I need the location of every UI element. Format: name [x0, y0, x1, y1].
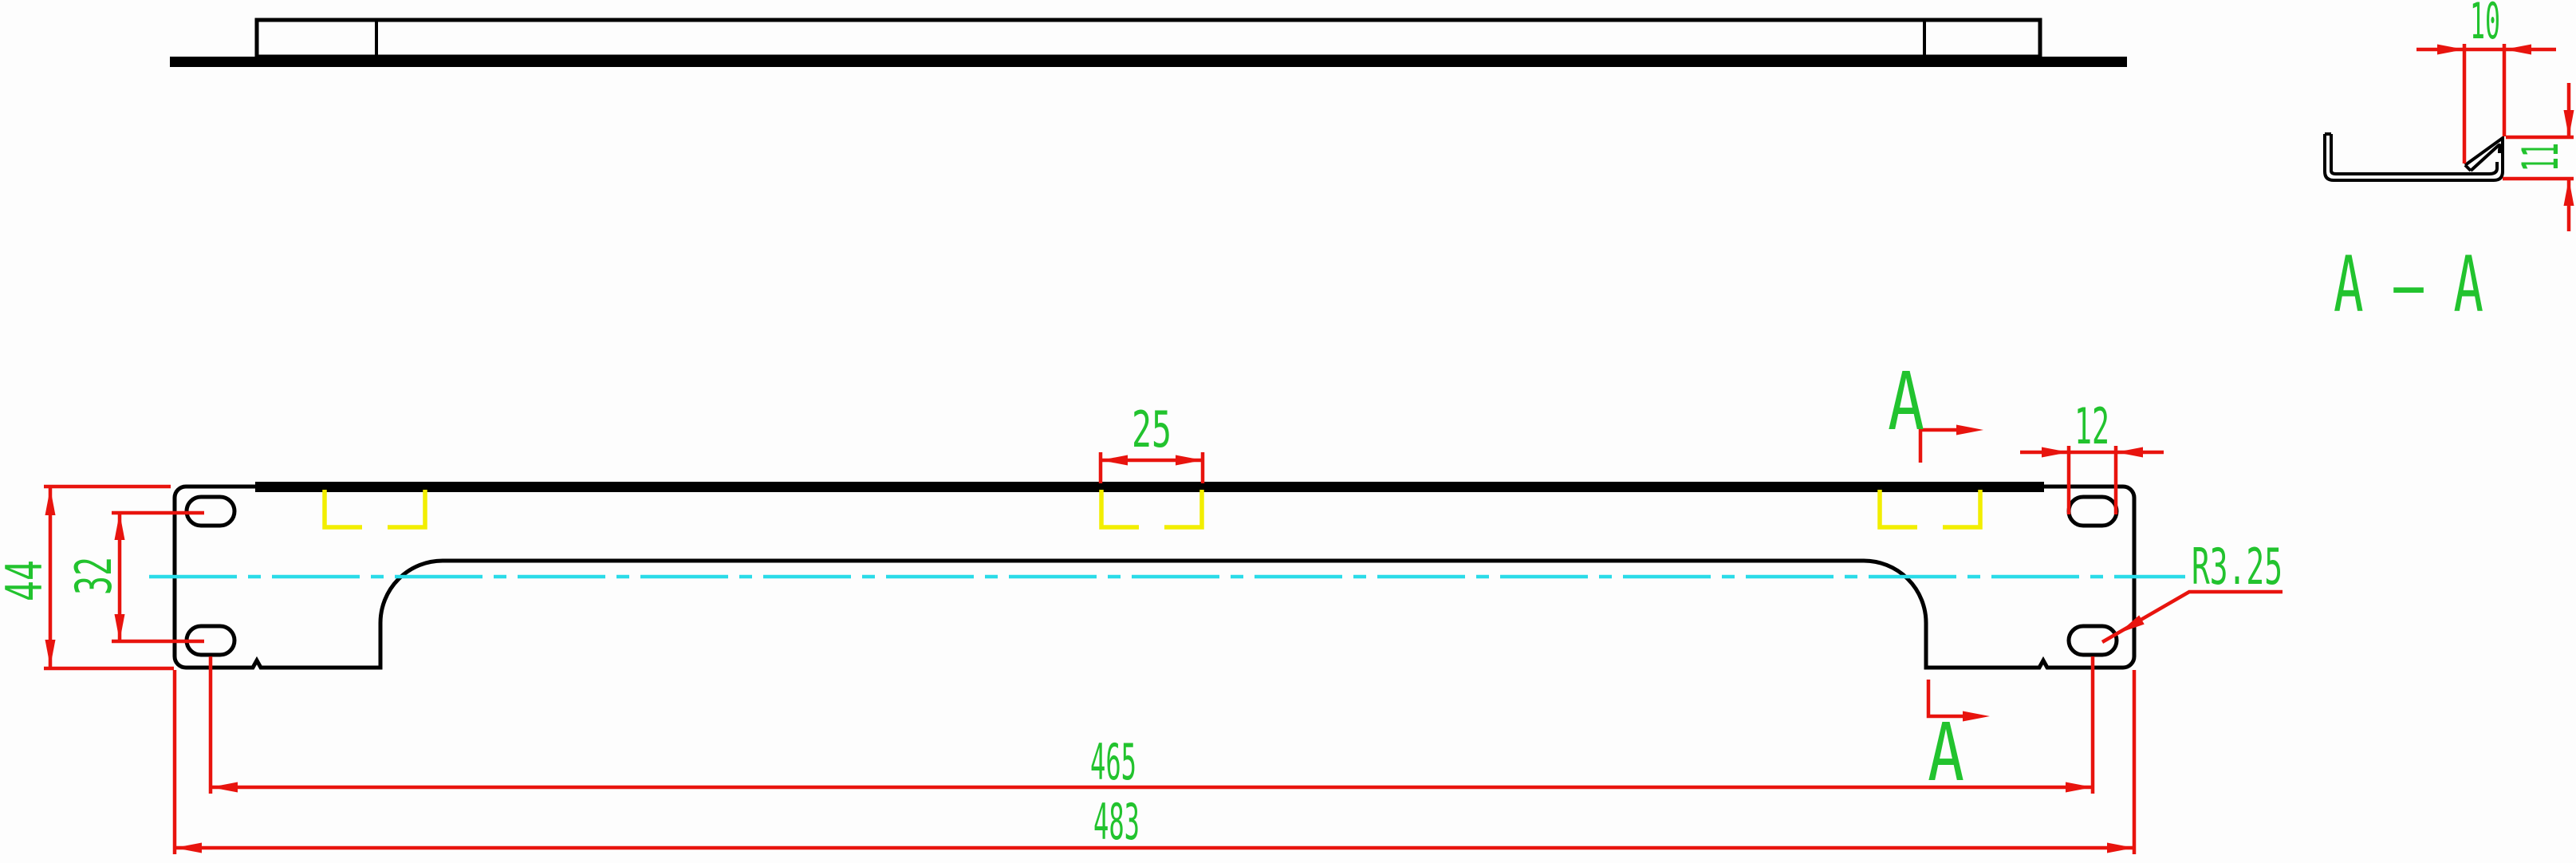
arrowhead — [2107, 842, 2134, 853]
section-cut-marker-bottom: A — [1926, 680, 1990, 799]
arrowhead — [114, 614, 125, 641]
arrowhead — [2066, 782, 2093, 793]
hidden-clip-left — [322, 490, 427, 530]
arrowhead — [175, 842, 202, 853]
section-profile-tip — [2464, 164, 2472, 172]
hem-flange-outline — [254, 18, 2042, 59]
arrowhead — [2118, 615, 2145, 633]
dimension-hole-span: 465 — [208, 656, 2095, 794]
dimension-label: 465 — [1090, 733, 1136, 791]
arrowhead — [45, 488, 56, 515]
hidden-clip-right — [1877, 490, 1983, 530]
front-view: 44 32 25 12 — [0, 355, 2283, 854]
arrowhead — [211, 782, 238, 793]
arrowhead — [1176, 455, 1203, 466]
dimension-hook-width: 10 — [2416, 0, 2556, 164]
dimension-label: 12 — [2074, 397, 2109, 455]
dimension-label: 44 — [0, 560, 53, 601]
dimension-label: 32 — [65, 557, 123, 595]
arrowhead — [1101, 455, 1128, 466]
top-view — [170, 18, 2127, 67]
hidden-clip-center — [1099, 490, 1204, 530]
panel-outline — [172, 484, 2137, 670]
arrowhead — [2042, 447, 2069, 458]
section-marker-label: A — [1888, 355, 1924, 448]
mounting-slot-bottom-right — [2066, 624, 2119, 657]
mounting-slot-top-right — [2066, 495, 2119, 528]
dimension-slot-length: 12 — [2020, 397, 2164, 514]
dimension-clip-width: 25 — [1098, 400, 1205, 483]
dimension-slot-radius: R3.25 — [2101, 538, 2283, 644]
dimension-hem-height: 11 — [2503, 83, 2574, 231]
panel-face-edge — [170, 57, 2127, 67]
dimension-overall-width: 483 — [172, 670, 2137, 854]
dimension-panel-height: 44 — [0, 484, 174, 671]
section-title: A — A — [2334, 240, 2483, 329]
dimension-label: R3.25 — [2192, 538, 2283, 596]
dimension-label: 11 — [2511, 143, 2570, 171]
arrowhead — [2504, 44, 2531, 55]
arrowhead — [2563, 179, 2574, 206]
arrowhead — [1963, 711, 1990, 722]
section-aa-view: 10 11 A — A — [2323, 0, 2574, 329]
arrowhead — [2116, 447, 2143, 458]
dimension-label: 10 — [2470, 0, 2500, 50]
arrowhead — [2563, 110, 2574, 137]
hem-edge-line — [255, 482, 2044, 492]
leader-line — [2101, 589, 2283, 644]
dimension-label: 483 — [1093, 793, 1140, 851]
section-marker-label: A — [1928, 706, 1964, 799]
section-cut-marker-top: A — [1888, 355, 1983, 463]
cut-plane-line — [1926, 680, 1965, 719]
section-profile-outer — [2323, 134, 2504, 182]
arrowhead — [1956, 424, 1983, 435]
dimension-slot-row-spacing: 32 — [65, 510, 204, 644]
section-hook-inner — [2469, 143, 2502, 172]
dimension-label: 25 — [1132, 400, 1172, 459]
section-profile-inner — [2330, 134, 2499, 175]
arrowhead — [114, 513, 125, 540]
arrowhead — [2437, 44, 2464, 55]
cut-plane-line — [1918, 428, 1959, 463]
arrowhead — [45, 640, 56, 667]
